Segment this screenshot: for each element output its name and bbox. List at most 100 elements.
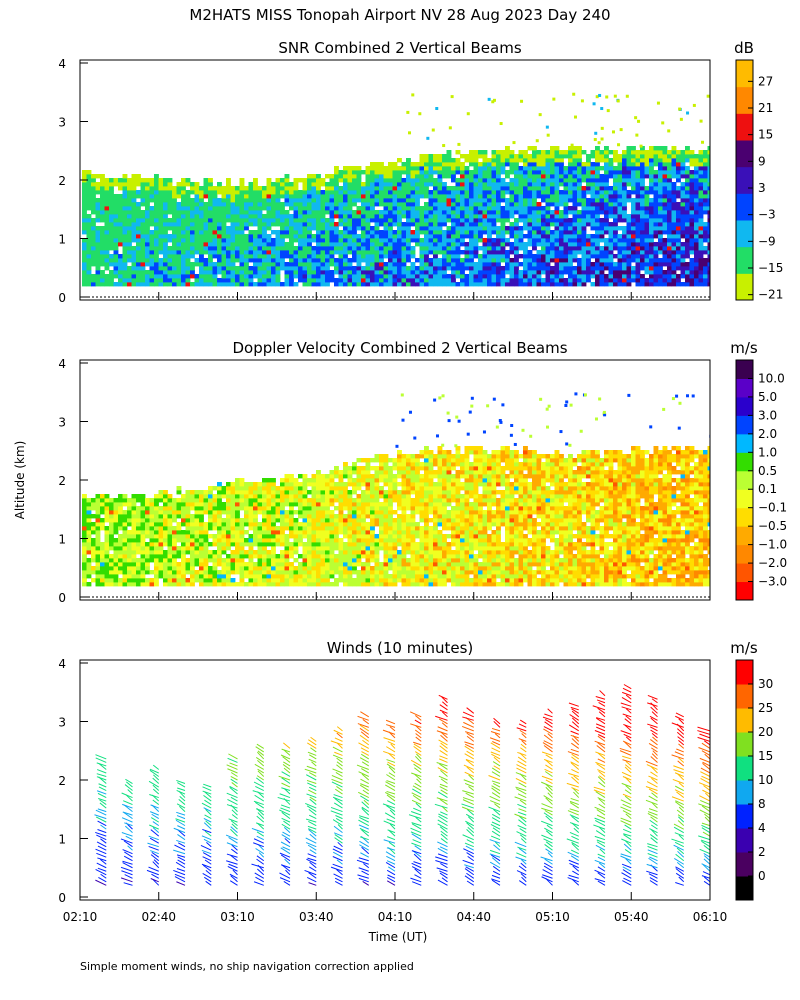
field-cell [689,266,695,271]
field-cell [217,198,222,203]
field-cell [451,242,456,247]
field-cell [163,182,168,187]
field-cell [613,206,618,211]
colorbar-swatch [736,113,753,141]
field-cell [496,158,501,163]
field-cell [293,202,299,207]
field-cell [194,262,200,267]
field-cell [622,190,627,195]
field-cell [424,278,429,283]
field-cell [145,530,150,535]
field-cell [473,238,479,243]
field-cell [581,186,587,191]
field-cell [347,190,353,195]
field-cell [113,250,119,255]
field-cell [662,218,668,223]
field-cell [307,258,312,263]
field-cell [604,262,609,267]
field-cell [172,274,177,279]
field-cell [244,510,249,515]
field-cell [284,198,290,203]
field-cell [257,242,263,247]
field-cell [140,518,146,523]
field-cell [455,166,461,171]
field-cell [532,146,537,151]
field-cell [239,558,245,563]
field-cell [608,214,614,219]
field-cell [316,198,321,203]
field-cell [100,278,105,283]
field-cell [595,190,600,195]
field-cell [199,518,204,523]
field-cell [649,206,654,211]
field-cell [514,258,519,263]
field-cell [356,182,362,187]
field-cell [338,190,344,195]
field-cell [343,222,348,227]
field-cell [676,174,681,179]
field-cell [298,238,303,243]
field-cell [91,258,96,263]
field-cell [82,254,87,259]
field-cell [118,278,123,283]
field-cell [577,170,582,175]
field-cell [626,214,632,219]
field-cell [163,530,168,535]
field-cell [460,218,465,223]
field-cell [325,182,330,187]
field-cell [406,238,411,243]
field-cell [86,566,92,571]
field-cell [491,154,497,159]
field-cell [698,230,704,235]
field-cell [707,186,710,191]
field-cell [343,262,348,267]
field-cell [635,133,639,137]
field-cell [266,258,272,263]
field-cell [212,234,218,239]
field-cell [563,190,569,195]
field-cell [550,222,555,227]
field-cell [451,238,456,243]
field-cell [617,190,623,195]
field-cell [131,210,137,215]
field-cell [626,150,632,155]
field-cell [392,214,398,219]
field-cell [388,254,393,259]
field-cell [163,578,168,583]
field-cell [505,262,510,267]
field-cell [158,210,164,215]
field-cell [662,250,668,255]
field-cell [460,274,465,279]
field-cell [586,254,591,259]
field-cell [424,234,429,239]
field-cell [239,270,245,275]
field-cell [604,198,609,203]
field-cell [154,278,159,283]
field-cell [239,578,245,583]
field-cell [545,262,551,267]
field-cell [262,270,267,275]
field-cell [167,234,173,239]
field-cell [149,182,155,187]
field-cell [608,254,614,259]
field-cell [388,242,393,247]
field-cell [145,206,150,211]
field-cell [518,178,524,183]
field-cell [446,154,452,159]
field-cell [379,178,384,183]
field-cell [649,246,654,251]
field-cell [176,238,182,243]
field-cell [122,570,128,575]
field-cell [203,578,209,583]
field-cell [433,166,438,171]
field-cell [136,250,141,255]
field-cell [275,262,281,267]
field-cell [325,218,330,223]
field-cell [167,554,173,559]
field-cell [509,222,515,227]
field-cell [262,282,267,287]
field-cell [460,206,465,211]
field-cell [487,246,492,251]
field-cell [100,262,105,267]
field-cell [419,266,425,271]
